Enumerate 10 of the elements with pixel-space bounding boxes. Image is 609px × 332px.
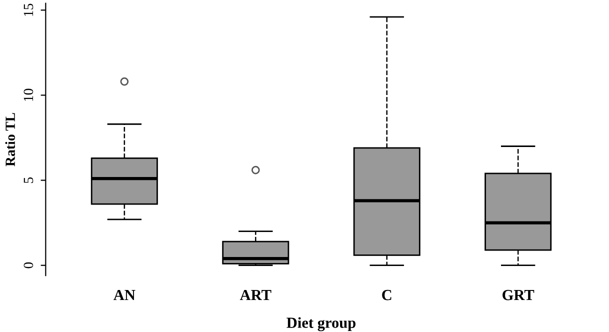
y-axis-title: Ratio TL xyxy=(5,112,15,166)
x-tick-label: AN xyxy=(114,290,136,300)
x-tick-label: GRT xyxy=(502,290,534,300)
y-tick-label: 10 xyxy=(24,88,34,101)
x-tick-label: C xyxy=(382,290,392,300)
y-tick-label: 0 xyxy=(24,262,34,268)
x-axis-title: Diet group xyxy=(286,317,356,332)
y-tick-label: 15 xyxy=(24,4,34,16)
x-tick-label: ART xyxy=(240,290,272,300)
y-tick-label: 5 xyxy=(24,177,34,183)
